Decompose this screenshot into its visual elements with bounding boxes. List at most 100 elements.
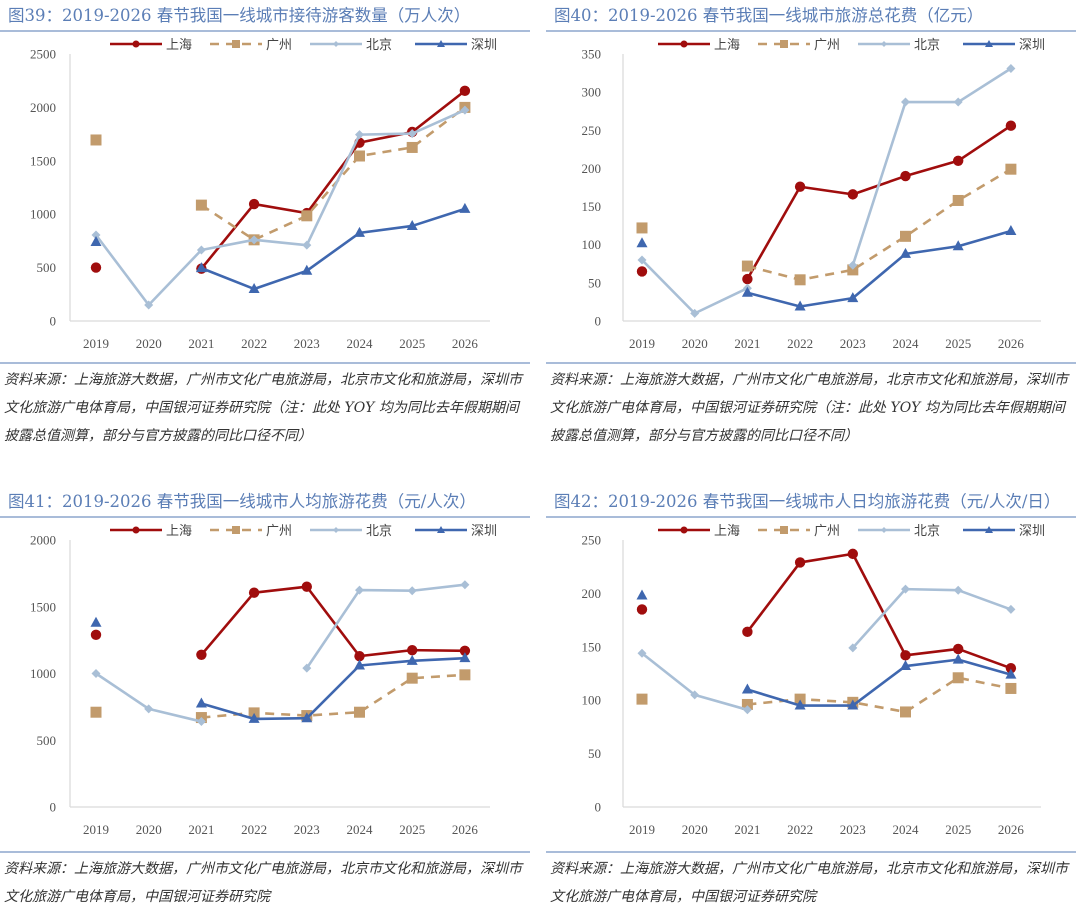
legend-marker	[437, 40, 445, 47]
data-point	[195, 697, 207, 708]
series-line	[201, 656, 465, 721]
legend-label: 上海	[166, 38, 192, 53]
data-point	[144, 300, 154, 310]
data-point	[460, 580, 470, 590]
y-tick-label: 0	[595, 800, 602, 815]
data-point	[248, 587, 260, 598]
series-line	[851, 67, 1012, 266]
x-tick-label: 2019	[629, 822, 655, 837]
x-tick-label: 2025	[945, 336, 971, 351]
data-point	[847, 264, 859, 276]
y-tick-label: 100	[582, 693, 602, 708]
series-line	[94, 108, 466, 307]
y-tick-label: 1500	[30, 153, 56, 168]
source-rule	[0, 362, 530, 364]
legend-item: 广州	[210, 524, 292, 539]
x-tick-label: 2024	[893, 822, 920, 837]
series-上海	[636, 548, 1017, 674]
chart-title: 图40：2019-2026 春节我国一线城市旅游总花费（亿元）	[554, 6, 984, 25]
title-rule	[546, 30, 1076, 32]
series-北京	[91, 105, 470, 310]
data-point	[742, 626, 753, 638]
y-tick-label: 1000	[30, 207, 56, 222]
data-point	[196, 245, 206, 255]
legend-label: 广州	[266, 524, 292, 539]
series-line	[746, 124, 1012, 280]
legend-label: 北京	[914, 524, 940, 539]
data-point	[1005, 120, 1017, 131]
legend-label: 广州	[814, 524, 840, 539]
legend-marker	[333, 527, 339, 533]
x-tick-label: 2021	[734, 822, 760, 837]
data-point	[248, 707, 260, 719]
data-point	[1005, 224, 1017, 235]
legend: 上海 广州 北京 深圳	[110, 524, 497, 539]
x-tick-label: 2026	[998, 336, 1025, 351]
legend-marker	[232, 40, 240, 48]
x-tick-label: 2025	[399, 336, 425, 351]
series-line	[201, 673, 465, 719]
legend-marker	[132, 526, 140, 534]
y-tick-label: 300	[582, 85, 602, 100]
series-深圳	[636, 224, 1017, 311]
y-tick-label: 250	[582, 533, 602, 548]
x-tick-label: 2026	[452, 822, 479, 837]
series-line	[747, 676, 1012, 714]
series-广州	[636, 163, 1017, 286]
legend-item: 深圳	[963, 38, 1045, 53]
legend-marker	[232, 526, 240, 534]
source-note: 资料来源：上海旅游大数据，广州市文化广电旅游局，北京市文化和旅游局，深圳市文化旅…	[4, 372, 522, 444]
title-rule	[0, 516, 530, 518]
source-rule	[546, 851, 1076, 853]
legend-marker	[437, 526, 445, 533]
data-point	[848, 643, 858, 653]
x-tick-label: 2021	[188, 822, 214, 837]
y-tick-label: 200	[582, 161, 602, 176]
x-tick-label: 2019	[629, 336, 655, 351]
data-point	[901, 584, 910, 594]
data-point	[636, 589, 648, 600]
data-point	[794, 699, 806, 710]
x-tick-label: 2023	[294, 822, 320, 837]
legend-label: 上海	[714, 38, 740, 53]
y-tick-label: 0	[50, 800, 57, 815]
series-上海	[90, 85, 471, 274]
data-point	[406, 654, 418, 665]
x-tick-label: 2020	[136, 822, 162, 837]
chart-fig40: 0 50 100 150 200 250 300 350 2019 2020 2021 2022 202…	[582, 38, 1046, 351]
source-note: 资料来源：上海旅游大数据，广州市文化广电旅游局，北京市文化和旅游局，深圳市文化旅…	[550, 372, 1068, 444]
data-point	[407, 586, 417, 596]
y-tick-label: 50	[588, 746, 601, 761]
data-point	[636, 266, 648, 277]
x-tick-label: 2023	[840, 336, 866, 351]
x-tick-label: 2022	[241, 822, 267, 837]
legend-marker	[132, 40, 140, 48]
data-point	[847, 189, 858, 200]
legend-marker	[881, 527, 887, 533]
legend-label: 北京	[914, 38, 940, 53]
data-point	[900, 247, 911, 258]
series-line	[851, 587, 1012, 649]
chart-title: 图42：2019-2026 春节我国一线城市人日均旅游花费（元/人次/日）	[554, 492, 1061, 511]
legend-item: 北京	[858, 524, 940, 539]
data-point	[847, 548, 858, 560]
data-point	[741, 698, 753, 710]
data-point	[354, 706, 365, 718]
chart-fig42: 0 50 100 150 200 250 2019 2020 2021 2022 2023 2024 2…	[582, 524, 1046, 837]
y-tick-label: 1000	[30, 666, 56, 681]
x-tick-label: 2024	[347, 822, 374, 837]
series-line	[747, 229, 1012, 308]
x-tick-label: 2023	[294, 336, 320, 351]
data-point	[90, 616, 102, 627]
legend-item: 深圳	[415, 524, 497, 539]
data-point	[301, 210, 313, 222]
data-point	[90, 134, 102, 146]
y-tick-label: 2500	[30, 47, 56, 62]
series-line	[305, 583, 466, 669]
data-point	[248, 198, 260, 210]
x-tick-label: 2021	[188, 336, 214, 351]
legend-marker	[881, 41, 887, 47]
series-北京	[91, 580, 470, 727]
chart-title: 图39：2019-2026 春节我国一线城市接待游客数量（万人次）	[8, 6, 471, 25]
series-line	[746, 552, 1012, 670]
